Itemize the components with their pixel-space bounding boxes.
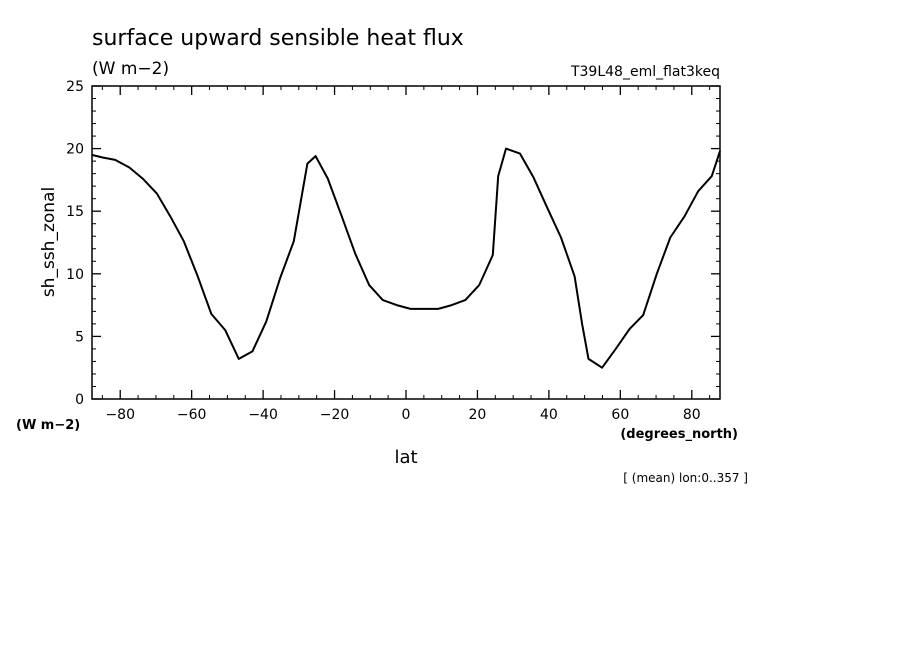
x-tick-label: 60 — [611, 407, 629, 423]
series-line — [91, 147, 721, 369]
x-axis-label: lat — [394, 447, 417, 468]
x-tick-label: 0 — [402, 407, 411, 423]
y-tick-label: 10 — [66, 267, 84, 283]
x-tick-label: −60 — [177, 407, 207, 423]
y-axis-units: (W m−2) — [16, 418, 80, 433]
plot-frame — [91, 85, 721, 400]
y-tick-label: 0 — [75, 392, 84, 408]
y-tick-label: 15 — [66, 204, 84, 220]
x-tick-label: 80 — [683, 407, 701, 423]
x-tick-label: −40 — [248, 407, 278, 423]
chart-title: surface upward sensible heat flux — [92, 26, 464, 51]
footnote: [ (mean) lon:0..357 ] — [623, 471, 748, 485]
x-axis-units: (degrees_north) — [620, 427, 738, 442]
y-tick-label: 5 — [75, 329, 84, 345]
y-axis-label: sh_ssh_zonal — [39, 187, 59, 297]
run-label: T39L48_eml_flat3keq — [570, 64, 720, 80]
x-tick-label: −80 — [105, 407, 135, 423]
title-units: (W m−2) — [92, 59, 169, 79]
x-tick-label: −20 — [320, 407, 350, 423]
x-tick-labels: −80 −60 −40 −20 0 20 40 60 80 — [105, 407, 700, 423]
y-tick-labels: 0 5 10 15 20 25 — [66, 79, 84, 408]
x-tick-label: 20 — [469, 407, 487, 423]
y-tick-label: 25 — [66, 79, 84, 95]
x-tick-label: 40 — [540, 407, 558, 423]
y-tick-label: 20 — [66, 142, 84, 158]
